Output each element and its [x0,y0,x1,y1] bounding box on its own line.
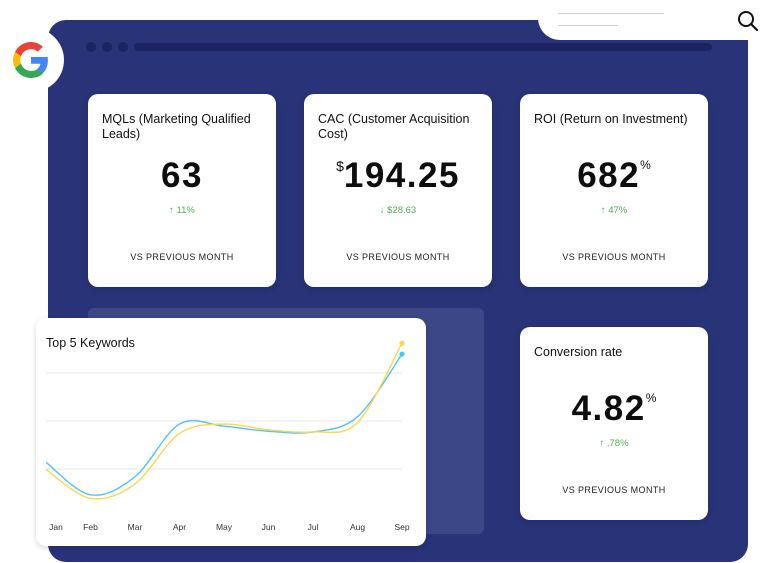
kpi-card-mqls[interactable]: MQLs (Marketing Qualified Leads) 63 ↑ 11… [88,94,276,287]
search-placeholder-line [558,25,618,26]
chart-title: Top 5 Keywords [46,336,135,350]
kpi-card-conversion-rate[interactable]: Conversion rate 4.82% ↑ .78% VS PREVIOUS… [520,327,708,520]
kpi-comparison: VS PREVIOUS MONTH [346,252,450,262]
arrow-up-icon: ↑ [169,205,174,216]
kpi-comparison: VS PREVIOUS MONTH [562,252,666,262]
search-icon[interactable] [736,9,760,33]
kpi-card-roi[interactable]: ROI (Return on Investment) 682% ↑ 47% VS… [520,94,708,287]
chart-x-tick-label: May [216,522,233,532]
kpi-comparison: VS PREVIOUS MONTH [130,252,234,262]
kpi-value: 4.82% [571,389,657,428]
arrow-up-icon: ↑ [600,205,606,216]
kpi-value: $194.25 [336,156,460,195]
kpi-title: CAC (Customer Acquisition Cost) [318,112,470,141]
window-dot[interactable] [118,42,128,52]
window-dot[interactable] [86,42,96,52]
chart-series-line-1 [45,353,403,496]
chart-x-tick-label: Feb [83,522,98,532]
kpi-title: MQLs (Marketing Qualified Leads) [102,112,251,141]
keywords-line-chart: Jan Feb Mar Apr May Jun Jul Aug Sep [45,340,410,532]
window-dot[interactable] [102,42,112,52]
chart-x-tick-label: Jan [49,522,63,532]
arrow-up-icon: ↑ [599,438,605,449]
window-controls [86,42,128,52]
chart-x-tick-label: Aug [350,522,365,532]
search-bar[interactable] [538,0,773,40]
kpi-comparison: VS PREVIOUS MONTH [562,485,666,495]
search-placeholder-line [558,13,664,14]
address-bar[interactable] [134,43,712,51]
chart-series-endpoint-1[interactable] [399,351,405,357]
kpi-change: ↑ .78% [599,438,629,449]
chart-series-line-2 [45,342,403,500]
chart-x-tick-label: Mar [128,522,143,532]
kpi-change: ↓ $28.63 [379,205,417,216]
kpi-value: 63 [161,156,203,195]
keywords-chart-card[interactable]: Top 5 Keywords Jan Feb Mar Apr May Jun Jul Aug S… [36,318,426,546]
chart-x-tick-label: Sep [394,522,409,532]
google-logo [0,28,64,92]
google-icon [13,42,48,78]
chart-x-tick-label: Jul [308,522,319,532]
arrow-down-icon: ↓ [379,205,385,216]
chart-x-tick-label: Apr [173,522,186,532]
kpi-change: ↑ 47% [600,205,628,216]
kpi-value: 682% [577,156,651,195]
kpi-change: ↑ 11% [169,205,195,216]
chart-x-tick-label: Jun [262,522,276,532]
chart-series-endpoint-2[interactable] [399,340,405,346]
kpi-title: ROI (Return on Investment) [534,112,688,126]
kpi-card-cac[interactable]: CAC (Customer Acquisition Cost) $194.25 … [304,94,492,287]
kpi-title: Conversion rate [534,345,623,359]
